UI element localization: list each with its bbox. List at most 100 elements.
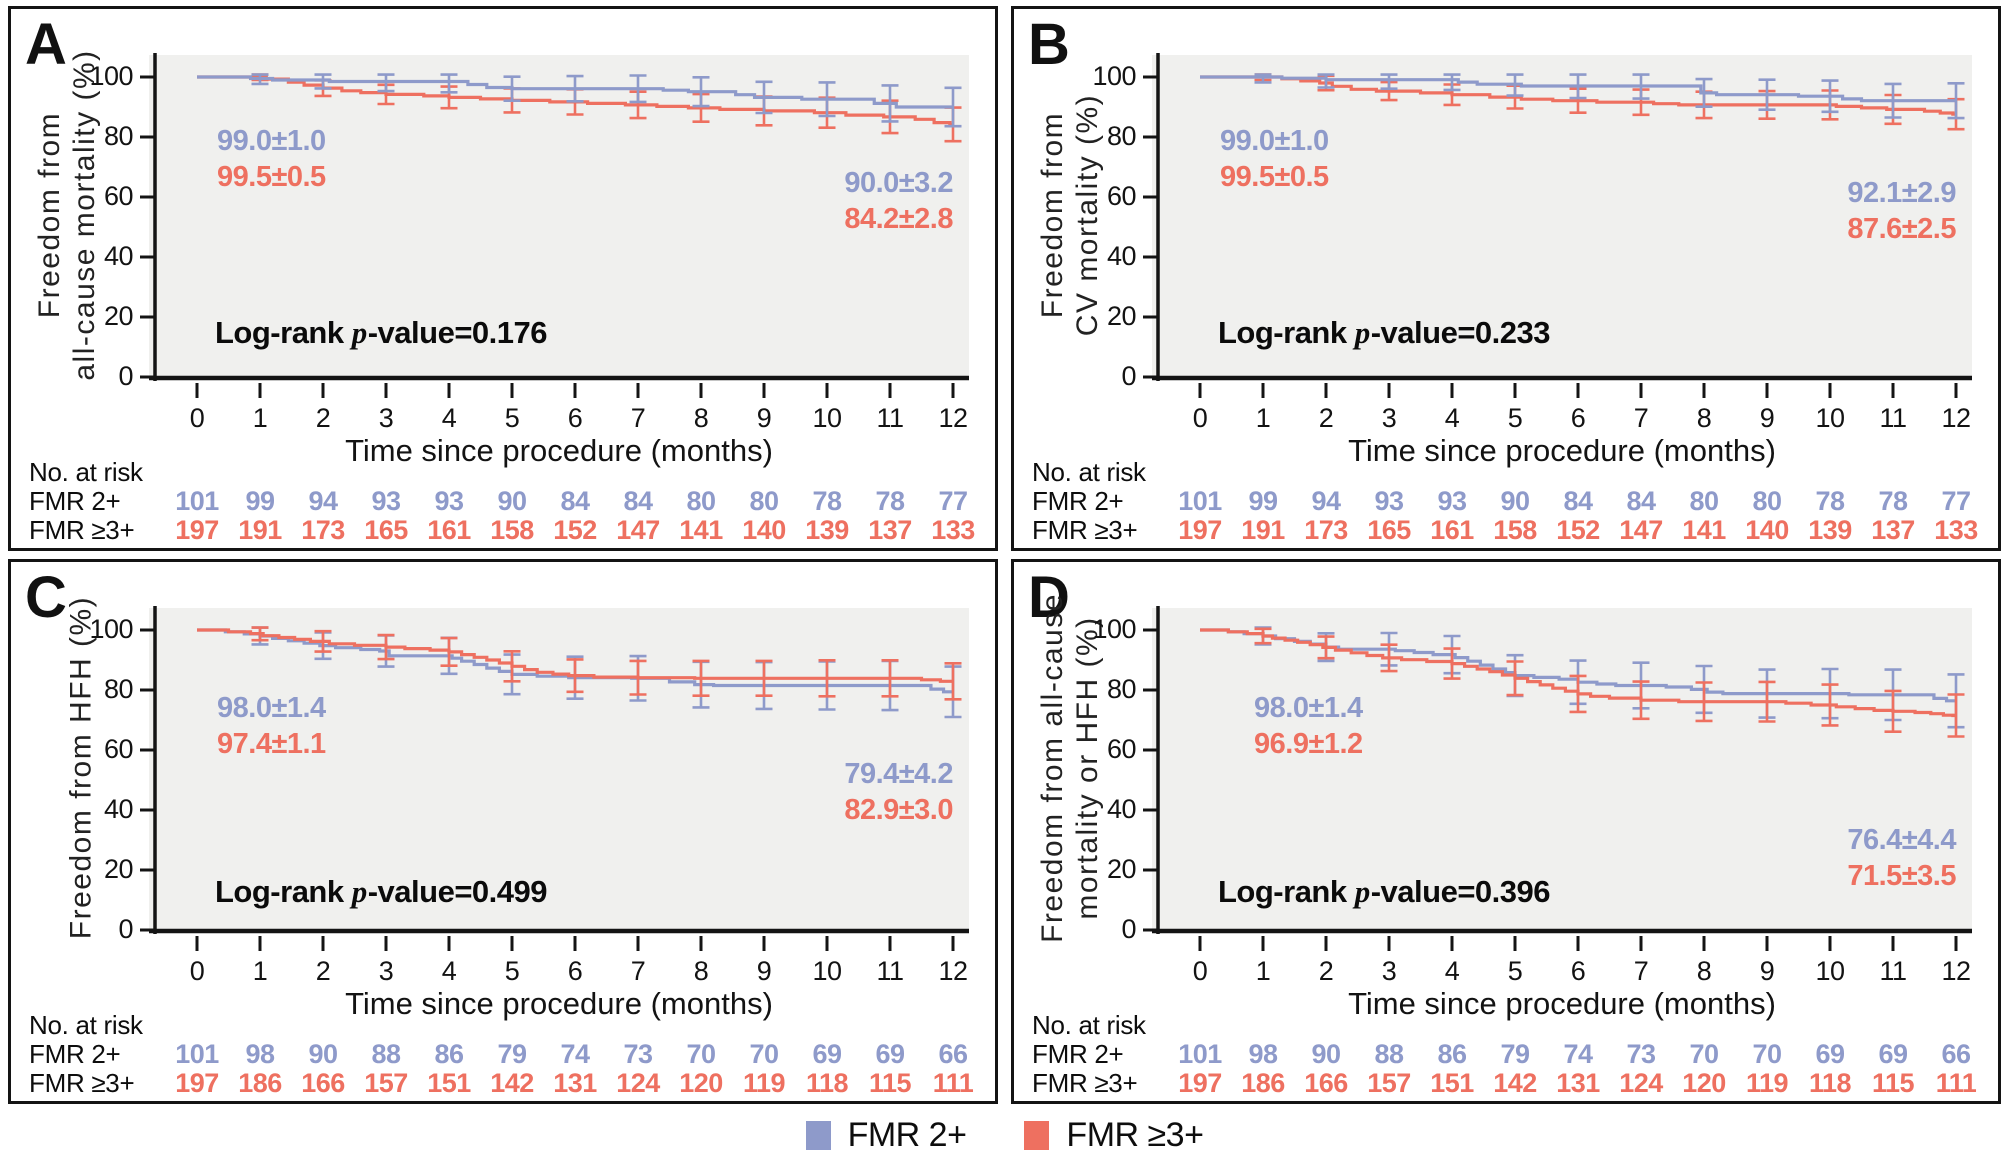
risk-count-fmr2: 80: [749, 486, 779, 516]
x-tick-4: 4: [441, 956, 457, 986]
x-tick-1: 1: [252, 403, 268, 433]
risk-count-fmr3: 147: [616, 515, 660, 545]
km-chart-c: [140, 606, 969, 951]
risk-count-fmr2: 93: [1374, 486, 1404, 516]
risk-count-fmr2: 94: [308, 486, 338, 516]
risk-row-label-fmr3: FMR ≥3+: [1032, 1068, 1138, 1098]
risk-count-fmr3: 120: [679, 1068, 723, 1098]
risk-count-fmr2: 90: [1311, 1039, 1341, 1069]
risk-count-fmr3: 140: [1745, 515, 1789, 545]
x-tick-7: 7: [1633, 956, 1649, 986]
risk-count-fmr2: 70: [1752, 1039, 1782, 1069]
annotation-start-fmr2: 99.0±1.0: [1220, 125, 1329, 157]
x-tick-11: 11: [876, 956, 904, 986]
annotation-end-fmr3: 82.9±3.0: [844, 794, 953, 826]
risk-count-fmr3: 111: [1935, 1068, 1977, 1098]
y-tick-0: 0: [1121, 914, 1136, 944]
risk-count-fmr2: 99: [245, 486, 275, 516]
x-tick-2: 2: [1318, 956, 1334, 986]
legend-label-fmr2: FMR 2+: [847, 1116, 967, 1154]
risk-table-header: No. at risk: [29, 457, 143, 487]
y-tick-20: 20: [103, 301, 134, 331]
risk-count-fmr3: 166: [301, 1068, 345, 1098]
annotation-start-fmr3: 99.5±0.5: [217, 161, 326, 193]
y-tick-40: 40: [103, 241, 134, 271]
risk-count-fmr2: 101: [175, 1039, 219, 1069]
panel-letter: A: [25, 12, 67, 77]
x-tick-9: 9: [1759, 403, 1775, 433]
risk-count-fmr2: 66: [938, 1039, 968, 1069]
x-tick-5: 5: [1507, 956, 1523, 986]
risk-count-fmr2: 80: [686, 486, 716, 516]
risk-count-fmr3: 120: [1682, 1068, 1726, 1098]
risk-count-fmr2: 90: [308, 1039, 338, 1069]
risk-count-fmr2: 99: [1248, 486, 1278, 516]
x-tick-10: 10: [812, 403, 842, 433]
y-tick-20: 20: [1106, 854, 1137, 884]
x-axis-title: Time since procedure (months): [1348, 986, 1776, 1021]
risk-count-fmr2: 84: [1626, 486, 1656, 516]
risk-row-label-fmr3: FMR ≥3+: [29, 1068, 135, 1098]
risk-table-header: No. at risk: [1032, 1010, 1146, 1040]
risk-count-fmr2: 94: [1311, 486, 1341, 516]
risk-count-fmr2: 93: [371, 486, 401, 516]
risk-count-fmr3: 137: [868, 515, 912, 545]
risk-count-fmr2: 78: [1815, 486, 1845, 516]
risk-count-fmr3: 115: [1871, 1068, 1915, 1098]
km-panel-d: D Freedom from all-cause mortality or HF…: [1011, 559, 2001, 1104]
risk-count-fmr3: 133: [1934, 515, 1978, 545]
x-tick-0: 0: [189, 956, 205, 986]
risk-count-fmr2: 73: [1626, 1039, 1656, 1069]
risk-count-fmr2: 93: [434, 486, 464, 516]
risk-count-fmr3: 151: [427, 1068, 471, 1098]
x-tick-9: 9: [756, 403, 772, 433]
annotation-start-fmr2: 98.0±1.4: [217, 692, 326, 724]
x-tick-9: 9: [756, 956, 772, 986]
risk-row-label-fmr2: FMR 2+: [29, 486, 121, 516]
risk-count-fmr3: 137: [1871, 515, 1915, 545]
risk-count-fmr2: 90: [497, 486, 527, 516]
risk-count-fmr3: 119: [742, 1068, 786, 1098]
risk-count-fmr2: 101: [175, 486, 219, 516]
x-tick-6: 6: [1570, 403, 1586, 433]
risk-row-label-fmr2: FMR 2+: [1032, 1039, 1124, 1069]
y-tick-60: 60: [103, 181, 134, 211]
x-tick-1: 1: [1255, 956, 1271, 986]
x-tick-4: 4: [441, 403, 457, 433]
annotation-end-fmr3: 87.6±2.5: [1847, 213, 1956, 245]
annotation-end-fmr2: 76.4±4.4: [1847, 824, 1956, 856]
risk-row-label-fmr3: FMR ≥3+: [1032, 515, 1138, 545]
legend-label-fmr3: FMR ≥3+: [1066, 1116, 1204, 1154]
x-tick-7: 7: [630, 956, 646, 986]
risk-count-fmr2: 86: [434, 1039, 464, 1069]
risk-count-fmr2: 80: [1689, 486, 1719, 516]
risk-count-fmr3: 111: [932, 1068, 974, 1098]
risk-count-fmr2: 70: [686, 1039, 716, 1069]
fmr2-color-swatch: [805, 1121, 831, 1150]
x-tick-2: 2: [315, 403, 331, 433]
risk-count-fmr2: 78: [875, 486, 905, 516]
risk-count-fmr3: 165: [364, 515, 408, 545]
risk-count-fmr3: 141: [679, 515, 723, 545]
annotation-end-fmr2: 90.0±3.2: [844, 167, 953, 199]
x-tick-3: 3: [1381, 956, 1397, 986]
x-tick-5: 5: [504, 956, 520, 986]
risk-count-fmr3: 152: [1556, 515, 1600, 545]
y-tick-80: 80: [1106, 674, 1137, 704]
risk-count-fmr2: 80: [1752, 486, 1782, 516]
risk-count-fmr3: 173: [1304, 515, 1348, 545]
risk-count-fmr2: 88: [1374, 1039, 1404, 1069]
x-tick-6: 6: [567, 403, 583, 433]
x-tick-8: 8: [1696, 403, 1712, 433]
risk-row-label-fmr2: FMR 2+: [29, 1039, 121, 1069]
risk-count-fmr2: 86: [1437, 1039, 1467, 1069]
risk-count-fmr2: 69: [812, 1039, 842, 1069]
x-tick-3: 3: [378, 956, 394, 986]
x-tick-3: 3: [1381, 403, 1397, 433]
annotation-start-fmr3: 96.9±1.2: [1254, 728, 1363, 760]
y-tick-80: 80: [103, 674, 134, 704]
x-tick-12: 12: [1941, 403, 1971, 433]
x-tick-2: 2: [1318, 403, 1334, 433]
risk-count-fmr3: 173: [301, 515, 345, 545]
risk-count-fmr2: 70: [749, 1039, 779, 1069]
